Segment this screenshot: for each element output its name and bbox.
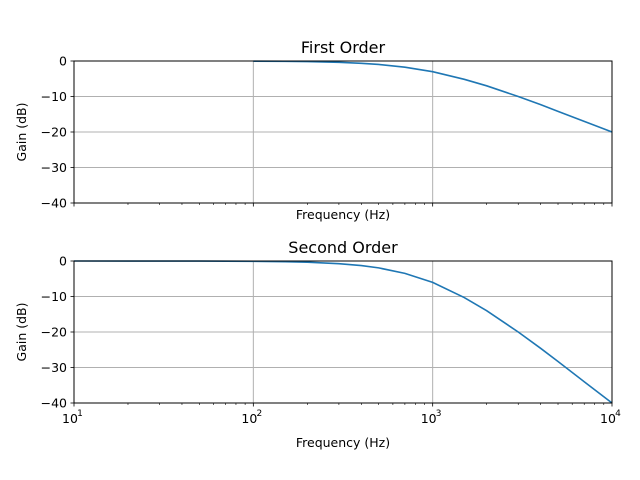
second-order-x-tick-label: 10 — [421, 411, 437, 426]
first-order-y-tick-label: −30 — [41, 160, 67, 175]
first-order-y-ticks: 0 −10 −20 −30 −40 — [41, 54, 74, 211]
second-order-y-tick-label: −30 — [41, 360, 67, 375]
first-order-y-tick-label: 0 — [59, 54, 67, 69]
first-order-minor-ticks — [127, 203, 605, 205]
second-order-x-ticks: 10 1 10 2 10 3 10 4 — [62, 403, 621, 426]
first-order-ylabel: Gain (dB) — [14, 103, 29, 162]
second-order-y-tick-label: −20 — [41, 325, 67, 340]
second-order-y-tick-label: −10 — [41, 289, 67, 304]
second-order-xlabel: Frequency (Hz) — [296, 435, 390, 450]
second-order-y-tick-label: 0 — [59, 254, 67, 269]
second-order-x-tick-exponent: 1 — [77, 409, 83, 419]
second-order-curve — [73, 260, 613, 404]
second-order-x-tick-label: 10 — [600, 411, 616, 426]
second-order-x-tick-exponent: 3 — [436, 409, 442, 419]
second-order-panel: 0−10−20−30−40 10 1 10 2 10 3 10 4 Second Order … — [14, 238, 621, 450]
first-order-title: First Order — [301, 38, 386, 57]
second-order-y-tick-label: −40 — [41, 396, 67, 411]
second-order-title: Second Order — [288, 238, 398, 257]
second-order-x-tick-label: 10 — [62, 411, 78, 426]
first-order-y-tick-label: −40 — [41, 196, 67, 211]
second-order-ylabel: Gain (dB) — [14, 303, 29, 362]
first-order-curve — [253, 60, 613, 133]
first-order-x-ticks — [73, 203, 613, 207]
second-order-x-tick-exponent: 4 — [615, 409, 621, 419]
first-order-y-tick-label: −20 — [41, 125, 67, 140]
second-order-x-tick-label: 10 — [241, 411, 257, 426]
first-order-panel: 0 −10 −20 −30 −40 First Order Frequency (Hz)… — [14, 38, 613, 222]
first-order-y-tick-label: −10 — [41, 89, 67, 104]
second-order-x-tick-exponent: 2 — [256, 409, 262, 419]
first-order-xlabel: Frequency (Hz) — [296, 207, 390, 222]
second-order-y-ticks: 0 −10 −20 −30 −40 — [41, 254, 74, 411]
